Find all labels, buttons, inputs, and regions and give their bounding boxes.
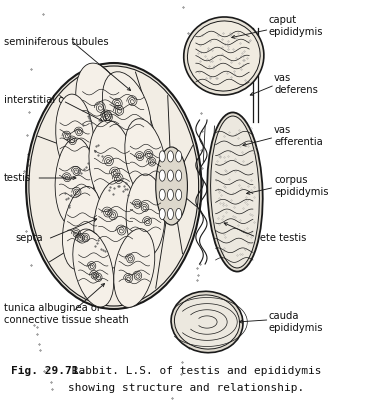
Ellipse shape	[167, 170, 173, 181]
Ellipse shape	[176, 189, 182, 200]
Text: seminiferous tubules: seminiferous tubules	[4, 37, 108, 47]
Text: septa: septa	[15, 233, 43, 243]
Ellipse shape	[167, 208, 173, 220]
Ellipse shape	[159, 170, 165, 181]
Ellipse shape	[188, 21, 260, 91]
Ellipse shape	[159, 208, 165, 220]
Ellipse shape	[29, 66, 198, 306]
Text: showing structure and relationship.: showing structure and relationship.	[68, 383, 305, 393]
Text: vas
efferentia: vas efferentia	[274, 125, 323, 147]
Ellipse shape	[167, 189, 173, 200]
Text: Fig. 29.71.: Fig. 29.71.	[11, 366, 85, 376]
Ellipse shape	[89, 120, 135, 212]
Ellipse shape	[156, 147, 188, 225]
Ellipse shape	[176, 170, 182, 181]
Ellipse shape	[76, 63, 126, 153]
Ellipse shape	[184, 17, 264, 95]
Ellipse shape	[159, 151, 165, 162]
Ellipse shape	[103, 72, 151, 152]
Ellipse shape	[176, 151, 182, 162]
Ellipse shape	[176, 208, 182, 220]
Ellipse shape	[73, 229, 114, 307]
Ellipse shape	[159, 189, 165, 200]
Ellipse shape	[114, 229, 155, 307]
Ellipse shape	[26, 63, 201, 309]
Text: caput
epididymis: caput epididymis	[269, 15, 323, 37]
Ellipse shape	[125, 119, 166, 201]
Text: tunica albuginea or
connective tissue sheath: tunica albuginea or connective tissue sh…	[4, 303, 128, 325]
Ellipse shape	[207, 112, 263, 272]
Ellipse shape	[175, 295, 239, 349]
Text: testis: testis	[4, 173, 31, 183]
Ellipse shape	[171, 291, 243, 353]
Ellipse shape	[126, 174, 165, 258]
Text: Rabbit. L.S. of testis and epididymis: Rabbit. L.S. of testis and epididymis	[65, 366, 322, 376]
Ellipse shape	[94, 180, 138, 268]
Text: rete testis: rete testis	[256, 233, 306, 243]
Text: vas
deferens: vas deferens	[274, 73, 318, 95]
Ellipse shape	[167, 151, 173, 162]
Text: corpus
epididymis: corpus epididymis	[274, 175, 329, 197]
Ellipse shape	[55, 138, 94, 226]
Ellipse shape	[211, 116, 259, 268]
Text: interstitial cells: interstitial cells	[4, 95, 81, 105]
Ellipse shape	[56, 94, 94, 178]
Text: cauda
epididymis: cauda epididymis	[269, 311, 323, 333]
Ellipse shape	[62, 186, 102, 270]
